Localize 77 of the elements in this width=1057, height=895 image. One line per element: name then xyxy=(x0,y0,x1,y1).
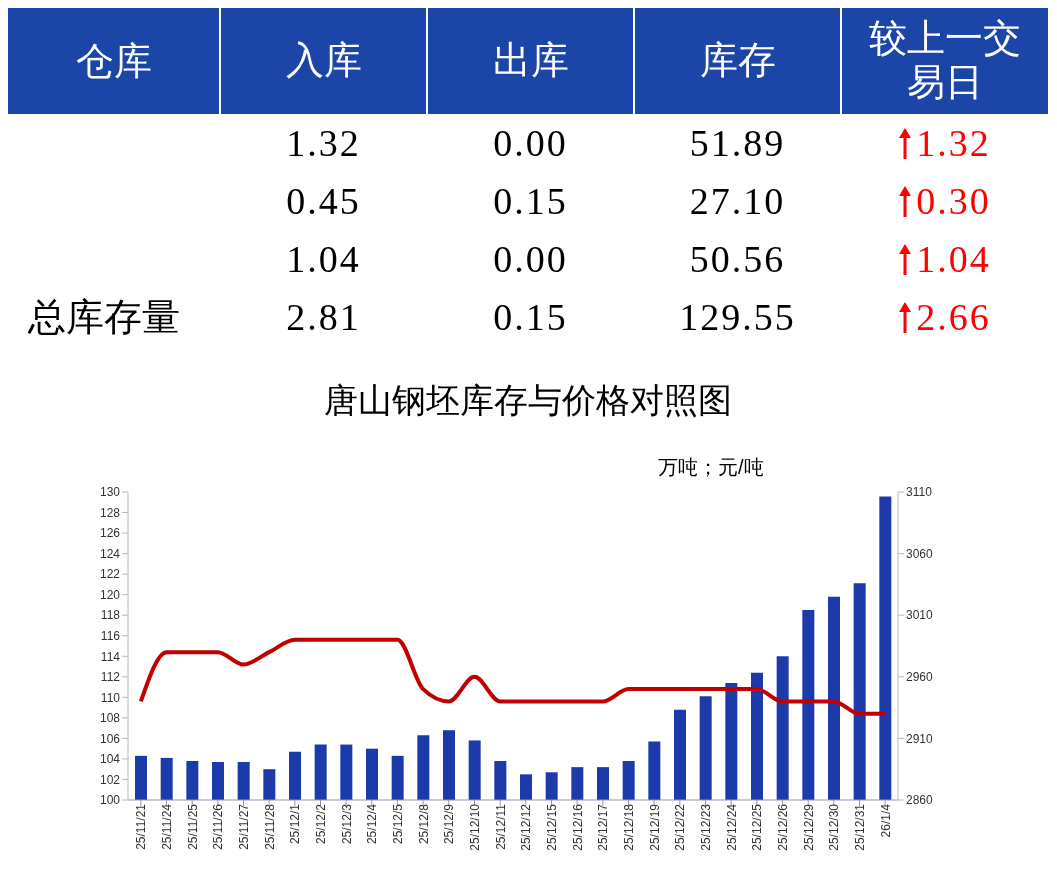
y2-tick-label: 2960 xyxy=(906,670,934,685)
x-tick-label: 25/12/3 xyxy=(339,803,354,845)
text: 仓库 xyxy=(75,38,153,84)
x-tick-label: 25/11/21 xyxy=(134,803,149,850)
x-tick-label: 25/11/27 xyxy=(237,803,252,850)
x-tick-label: 25/12/5 xyxy=(391,803,406,845)
x-tick-label: 25/12/31 xyxy=(853,803,868,851)
x-tick-label: 26/1/4 xyxy=(878,803,893,838)
y-tick-label: 108 xyxy=(99,711,121,726)
data-label: 0.00 xyxy=(492,121,569,166)
y-tick-label: 122 xyxy=(99,567,121,582)
x-tick-label: 25/11/24 xyxy=(160,803,175,850)
data-label: 2.81 xyxy=(285,295,362,340)
y-tick-label: 126 xyxy=(99,526,121,541)
y-tick-label: 104 xyxy=(99,752,121,767)
y-tick-label: 106 xyxy=(99,731,121,746)
x-tick-label: 25/12/15 xyxy=(545,803,560,851)
x-tick-label: 25/12/24 xyxy=(724,803,739,851)
x-tick-label: 25/12/29 xyxy=(801,803,816,851)
x-tick-label: 25/11/28 xyxy=(262,803,277,850)
data-label: 0.15 xyxy=(492,179,569,224)
x-tick-label: 25/12/8 xyxy=(416,803,431,845)
y2-tick-label: 2910 xyxy=(906,731,934,746)
x-tick-label: 25/12/9 xyxy=(442,803,457,845)
x-tick-label: 25/12/10 xyxy=(468,803,483,851)
x-tick-label: 25/12/11 xyxy=(493,803,508,850)
x-tick-label: 25/12/22 xyxy=(673,803,688,851)
text: 万吨；元/吨 xyxy=(658,455,764,480)
x-tick-label: 25/12/16 xyxy=(570,803,585,851)
line-series xyxy=(138,637,888,716)
category-label: 出库 xyxy=(491,38,570,84)
x-tick-label: 25/12/26 xyxy=(776,803,791,851)
y-tick-label: 116 xyxy=(100,628,121,643)
y-tick-label: 118 xyxy=(100,608,121,623)
data-label: 1.04 xyxy=(285,237,362,282)
data-label: 51.89 xyxy=(688,121,787,166)
x-tick-label: 25/12/30 xyxy=(827,803,842,851)
data-label: 2.66 xyxy=(915,295,992,340)
category-label: 较上一交易日 xyxy=(867,16,1022,105)
data-label: 27.10 xyxy=(688,179,787,224)
y2-tick-label: 2860 xyxy=(906,793,934,808)
y2-tick-label: 3010 xyxy=(906,608,934,623)
x-tick-label: 25/12/23 xyxy=(699,803,714,851)
data-label: 1.32 xyxy=(915,121,992,166)
x-tick-label: 25/12/1 xyxy=(288,803,303,845)
data-label: 0.00 xyxy=(492,237,569,282)
chart-title: 唐山钢坯库存与价格对照图 xyxy=(323,381,733,421)
x-tick-label: 25/12/4 xyxy=(365,803,380,845)
data-label: 1.32 xyxy=(285,121,362,166)
data-label: 129.55 xyxy=(678,295,797,340)
data-label: 1.04 xyxy=(915,237,992,282)
y-tick-label: 120 xyxy=(99,587,121,602)
category-label: 库存 xyxy=(698,38,777,84)
x-tick-label: 25/11/25 xyxy=(185,803,200,850)
y2-tick-label: 3060 xyxy=(906,546,934,561)
y-tick-label: 114 xyxy=(100,649,121,664)
y-tick-label: 110 xyxy=(100,690,121,705)
data-label: 0.15 xyxy=(492,295,569,340)
x-tick-label: 25/12/25 xyxy=(750,803,765,851)
x-tick-label: 25/12/2 xyxy=(314,803,329,845)
data-label: 50.56 xyxy=(688,237,787,282)
y-tick-label: 124 xyxy=(99,546,121,561)
y-tick-label: 102 xyxy=(99,772,121,787)
data-label: 0.30 xyxy=(915,179,992,224)
x-tick-label: 25/12/17 xyxy=(596,803,611,851)
text: 总库存量 xyxy=(28,294,180,340)
x-tick-label: 25/12/12 xyxy=(519,803,534,851)
y-tick-label: 100 xyxy=(99,793,121,808)
x-tick-label: 25/11/26 xyxy=(211,803,226,850)
data-label: 0.45 xyxy=(285,179,362,224)
y-tick-label: 130 xyxy=(99,485,121,500)
y2-tick-label: 3110 xyxy=(906,485,933,500)
y-tick-label: 112 xyxy=(100,670,121,685)
x-tick-label: 25/12/19 xyxy=(647,803,662,851)
category-label: 入库 xyxy=(284,38,363,84)
y-tick-label: 128 xyxy=(99,505,121,520)
x-tick-label: 25/12/18 xyxy=(622,803,637,851)
